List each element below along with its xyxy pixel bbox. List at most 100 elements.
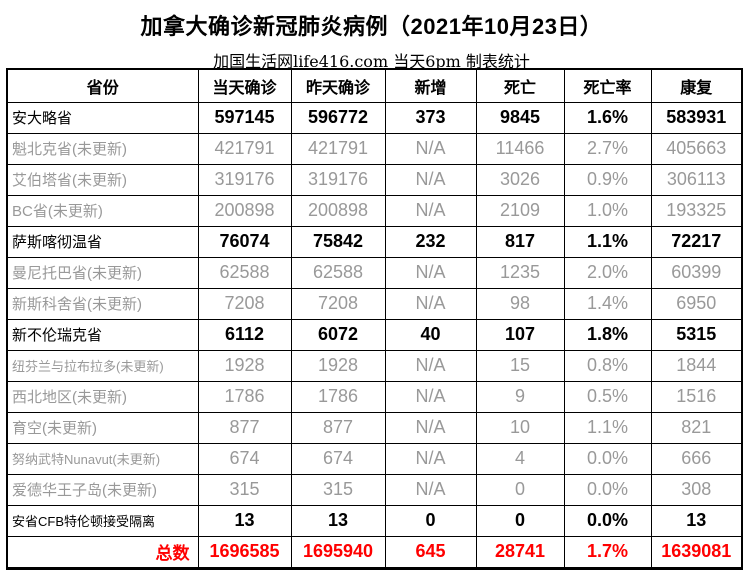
- value-cell: 817: [475, 225, 565, 258]
- province-cell: 努纳武特Nunavut(未更新): [6, 442, 199, 475]
- value-cell: 583931: [650, 101, 743, 134]
- value-cell: 0.0%: [563, 473, 652, 506]
- value-cell: 308: [650, 473, 743, 506]
- column-header-4: 死亡: [475, 68, 565, 103]
- province-cell: 艾伯塔省(未更新): [6, 163, 199, 196]
- value-cell: 2109: [475, 194, 565, 227]
- value-cell: 1928: [197, 349, 292, 382]
- value-cell: 1928: [290, 349, 386, 382]
- value-cell: 2.7%: [563, 132, 652, 165]
- value-cell: 6072: [290, 318, 386, 351]
- table-row: 安省CFB特伦顿接受隔离 13 13 0 0 0.0% 13: [6, 504, 743, 537]
- province-cell: 育空(未更新): [6, 411, 199, 444]
- value-cell: 6950: [650, 287, 743, 320]
- value-cell: N/A: [384, 194, 477, 227]
- value-cell: N/A: [384, 163, 477, 196]
- value-cell: 1.0%: [563, 194, 652, 227]
- value-cell: 877: [290, 411, 386, 444]
- value-cell: 200898: [197, 194, 292, 227]
- table-row: 曼尼托巴省(未更新) 62588 62588 N/A 1235 2.0% 60399: [6, 256, 743, 289]
- value-cell: 200898: [290, 194, 386, 227]
- value-cell: 1695940: [290, 535, 386, 569]
- value-cell: 315: [290, 473, 386, 506]
- table-row: 魁北克省(未更新) 421791 421791 N/A 11466 2.7% 405663: [6, 132, 743, 165]
- province-cell: 安大略省: [6, 101, 199, 134]
- table-row: BC省(未更新) 200898 200898 N/A 2109 1.0% 193325: [6, 194, 743, 227]
- value-cell: 0.0%: [563, 442, 652, 475]
- table-row: 纽芬兰与拉布拉多(未更新) 1928 1928 N/A 15 0.8% 1844: [6, 349, 743, 382]
- column-header-3: 新增: [384, 68, 477, 103]
- value-cell: N/A: [384, 287, 477, 320]
- value-cell: 98: [475, 287, 565, 320]
- value-cell: 1516: [650, 380, 743, 413]
- table-row: 努纳武特Nunavut(未更新) 674 674 N/A 4 0.0% 666: [6, 442, 743, 475]
- value-cell: 6112: [197, 318, 292, 351]
- value-cell: 0: [475, 473, 565, 506]
- value-cell: 315: [197, 473, 292, 506]
- table-row: 萨斯喀彻温省 76074 75842 232 817 1.1% 72217: [6, 225, 743, 258]
- value-cell: 1844: [650, 349, 743, 382]
- value-cell: 11466: [475, 132, 565, 165]
- value-cell: 1696585: [197, 535, 292, 569]
- value-cell: 421791: [197, 132, 292, 165]
- page-subtitle: 加国生活网life416.com 当天6pm 制表统计: [213, 52, 530, 71]
- province-cell: 纽芬兰与拉布拉多(未更新): [6, 349, 199, 382]
- table-row: 育空(未更新) 877 877 N/A 10 1.1% 821: [6, 411, 743, 444]
- value-cell: 62588: [290, 256, 386, 289]
- value-cell: 4: [475, 442, 565, 475]
- value-cell: 1.1%: [563, 225, 652, 258]
- value-cell: 405663: [650, 132, 743, 165]
- value-cell: 1.8%: [563, 318, 652, 351]
- province-cell: 总数: [6, 535, 199, 569]
- province-cell: 爱德华王子岛(未更新): [6, 473, 199, 506]
- value-cell: 5315: [650, 318, 743, 351]
- value-cell: 9: [475, 380, 565, 413]
- table-row: 新不伦瑞克省 6112 6072 40 107 1.8% 5315: [6, 318, 743, 351]
- value-cell: 1639081: [650, 535, 743, 569]
- value-cell: 107: [475, 318, 565, 351]
- column-header-2: 昨天确诊: [290, 68, 386, 103]
- value-cell: 1786: [197, 380, 292, 413]
- value-cell: 13: [650, 504, 743, 537]
- province-cell: 萨斯喀彻温省: [6, 225, 199, 258]
- value-cell: 666: [650, 442, 743, 475]
- value-cell: 9845: [475, 101, 565, 134]
- value-cell: 645: [384, 535, 477, 569]
- value-cell: 373: [384, 101, 477, 134]
- value-cell: 193325: [650, 194, 743, 227]
- value-cell: 674: [290, 442, 386, 475]
- value-cell: 0: [475, 504, 565, 537]
- page-title: 加拿大确诊新冠肺炎病例（2021年10月23日）: [140, 14, 603, 39]
- province-cell: 曼尼托巴省(未更新): [6, 256, 199, 289]
- table-row: 艾伯塔省(未更新) 319176 319176 N/A 3026 0.9% 306113: [6, 163, 743, 196]
- value-cell: N/A: [384, 473, 477, 506]
- table-row: 西北地区(未更新) 1786 1786 N/A 9 0.5% 1516: [6, 380, 743, 413]
- column-header-1: 当天确诊: [197, 68, 292, 103]
- value-cell: 60399: [650, 256, 743, 289]
- value-cell: 0.9%: [563, 163, 652, 196]
- value-cell: 1.7%: [563, 535, 652, 569]
- province-cell: 新斯科舍省(未更新): [6, 287, 199, 320]
- table-row: 新斯科舍省(未更新) 7208 7208 N/A 98 1.4% 6950: [6, 287, 743, 320]
- value-cell: N/A: [384, 132, 477, 165]
- value-cell: 72217: [650, 225, 743, 258]
- value-cell: 1.6%: [563, 101, 652, 134]
- value-cell: N/A: [384, 411, 477, 444]
- province-cell: 西北地区(未更新): [6, 380, 199, 413]
- table-body: 安大略省 597145 596772 373 9845 1.6% 583931 魁北克省(未更…: [6, 101, 743, 569]
- value-cell: 597145: [197, 101, 292, 134]
- province-cell: BC省(未更新): [6, 194, 199, 227]
- value-cell: 421791: [290, 132, 386, 165]
- value-cell: 76074: [197, 225, 292, 258]
- value-cell: N/A: [384, 380, 477, 413]
- value-cell: 62588: [197, 256, 292, 289]
- value-cell: 13: [197, 504, 292, 537]
- value-cell: 10: [475, 411, 565, 444]
- value-cell: 1.1%: [563, 411, 652, 444]
- column-header-6: 康复: [650, 68, 743, 103]
- value-cell: 232: [384, 225, 477, 258]
- value-cell: 7208: [197, 287, 292, 320]
- value-cell: N/A: [384, 349, 477, 382]
- value-cell: 877: [197, 411, 292, 444]
- value-cell: 3026: [475, 163, 565, 196]
